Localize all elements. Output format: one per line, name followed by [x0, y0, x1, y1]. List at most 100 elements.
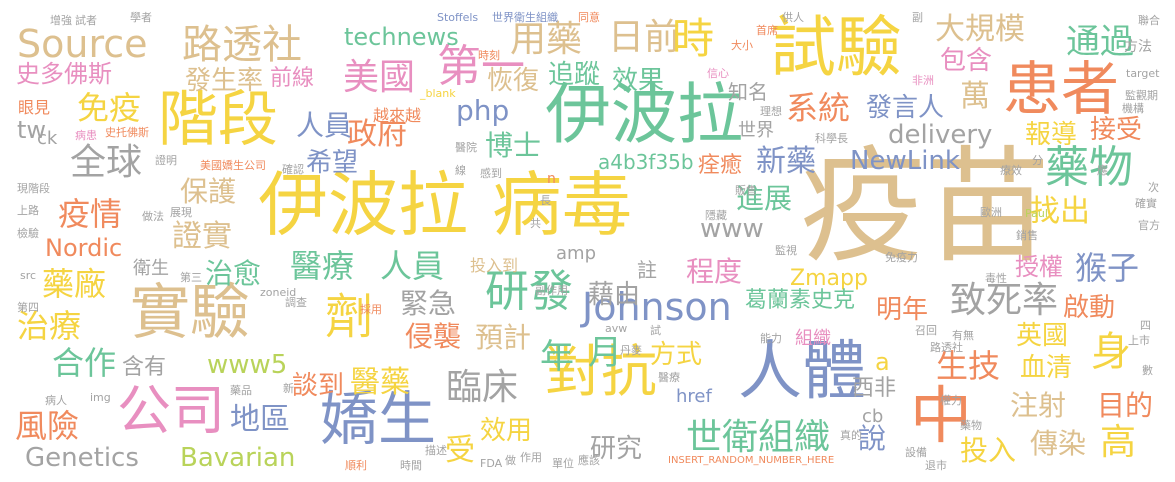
- word: 病人: [45, 394, 67, 407]
- word: src: [20, 269, 37, 282]
- word: 身: [1091, 329, 1131, 375]
- word: ck: [37, 128, 58, 149]
- word: 包含: [940, 46, 993, 76]
- word: 英國: [1016, 321, 1069, 351]
- word: 上路: [17, 204, 39, 217]
- word: 藥廠: [42, 265, 107, 303]
- word: 科學長: [815, 132, 848, 145]
- word: n: [547, 171, 556, 187]
- word: 通過: [1066, 22, 1134, 62]
- word: 患者: [1003, 55, 1120, 123]
- word: 痊癒: [698, 153, 743, 178]
- word: href: [676, 386, 712, 407]
- word: 嬌生: [320, 385, 437, 453]
- word: 藥物: [960, 419, 982, 432]
- word: 療效: [1000, 164, 1022, 177]
- word: 人體: [738, 335, 866, 409]
- word: 聯合: [1138, 14, 1160, 27]
- word: 萬: [960, 79, 990, 114]
- word: 對抗: [545, 340, 657, 405]
- word: 學者: [130, 11, 152, 24]
- word: 傳染: [1030, 427, 1087, 460]
- word: 美國: [343, 57, 416, 98]
- word: 做: [505, 454, 516, 467]
- word: Source: [17, 22, 148, 66]
- word: Genetics: [25, 443, 139, 473]
- word: 博士: [485, 129, 542, 162]
- word: 劑: [325, 289, 374, 345]
- word: 確認: [282, 163, 304, 176]
- word: 世衛組織: [686, 417, 831, 458]
- word: 臨床: [446, 367, 519, 408]
- word: 疫情: [58, 195, 123, 233]
- word: Stoffels: [437, 11, 479, 24]
- word: 召回: [915, 324, 937, 337]
- word: 檢驗: [17, 227, 39, 240]
- word: 說: [858, 422, 887, 455]
- word: img: [90, 391, 111, 404]
- word: 世界衛生組織: [492, 11, 558, 24]
- word: 新藥: [756, 144, 816, 179]
- word: 日前: [608, 17, 681, 58]
- word: 治愈: [205, 257, 262, 290]
- word: 退市: [925, 459, 947, 472]
- word: 大規模: [935, 12, 1025, 47]
- word: 系統: [786, 89, 851, 127]
- word: 政府: [347, 117, 407, 152]
- word: 談到: [292, 371, 345, 401]
- word: 隱藏: [705, 209, 727, 222]
- word: 調查: [285, 296, 307, 309]
- word: 伊波拉: [258, 164, 468, 246]
- word: 次: [1148, 181, 1159, 194]
- word: _blank: [420, 87, 456, 100]
- word: 免疫: [77, 89, 142, 127]
- word: 單位: [552, 457, 574, 470]
- word: delivery: [888, 120, 993, 150]
- word: 非洲: [912, 74, 934, 87]
- word: 銷售: [1016, 229, 1038, 242]
- word: 路透社: [930, 341, 963, 354]
- word: 公司: [117, 379, 225, 442]
- word: a: [875, 348, 890, 376]
- word: 醫療: [290, 247, 355, 285]
- word: 監觀期: [1125, 89, 1158, 102]
- word: 人員: [296, 109, 353, 142]
- word: 風險: [15, 407, 80, 445]
- word: 做法: [142, 210, 164, 223]
- word: 目的: [1097, 389, 1154, 422]
- word: 用藥: [510, 19, 583, 60]
- word: 權力: [940, 394, 962, 407]
- word: 史多佛斯: [16, 60, 112, 88]
- word: 歐洲: [980, 206, 1002, 219]
- word: Nordic: [45, 234, 123, 262]
- word: 研究: [590, 434, 643, 464]
- word: 眼見: [18, 98, 51, 117]
- word: 年: [540, 337, 574, 377]
- word: amp: [556, 243, 596, 264]
- word: 有無: [952, 329, 974, 342]
- word: 月: [588, 333, 622, 373]
- word: 衛生: [133, 258, 169, 279]
- word: 地區: [230, 402, 290, 437]
- word: 販售: [735, 184, 757, 197]
- word: 明年: [876, 295, 929, 325]
- word: Johnson: [582, 285, 732, 329]
- word: 史托佛斯: [105, 126, 149, 139]
- word: target: [1126, 67, 1160, 80]
- word: 分: [1032, 154, 1043, 167]
- word: 時刻: [478, 49, 500, 62]
- word: 證明: [155, 154, 177, 167]
- word: 醫藥: [350, 365, 410, 400]
- word: 數: [1142, 364, 1153, 377]
- word: 作用: [520, 451, 542, 464]
- word: 監視: [775, 244, 797, 257]
- word: 方式: [650, 340, 703, 370]
- word: 第四: [17, 301, 39, 314]
- word: www: [700, 214, 764, 244]
- word: 線: [455, 164, 466, 177]
- word: 官方: [1138, 219, 1160, 232]
- word: 方法: [1124, 39, 1152, 55]
- word: NewLink: [850, 146, 960, 176]
- word: 採用: [360, 303, 382, 316]
- word: 共: [530, 217, 541, 230]
